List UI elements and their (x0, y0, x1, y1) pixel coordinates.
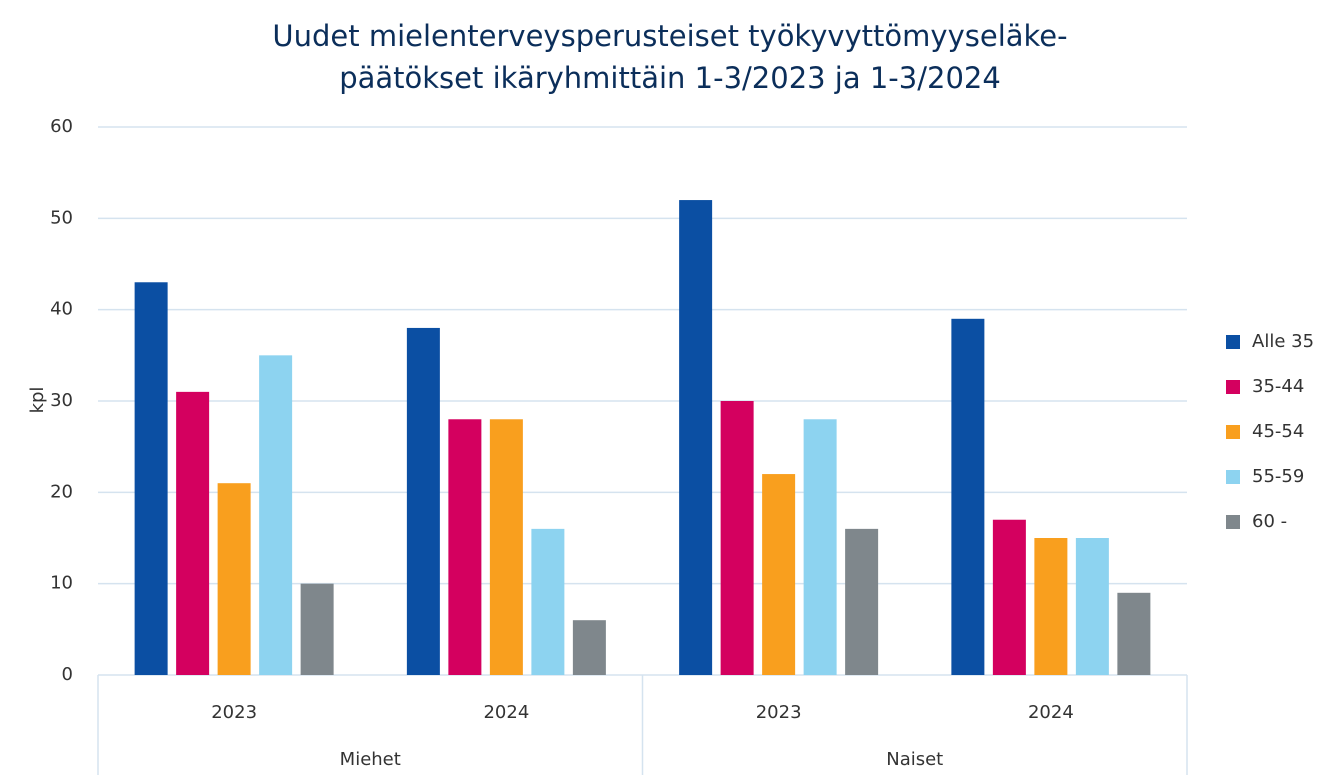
bar (1034, 538, 1068, 675)
group-label: Naiset (886, 749, 943, 770)
bar (259, 355, 293, 675)
legend-label: Alle 35 (1252, 331, 1314, 352)
bar (134, 282, 168, 675)
bar (1075, 538, 1109, 675)
y-tick-label: 0 (62, 664, 73, 685)
legend-label: 60 - (1252, 511, 1287, 532)
bar (572, 620, 606, 675)
y-axis-title: kpl (27, 387, 48, 414)
y-tick-label: 50 (50, 207, 73, 228)
legend-swatch (1226, 470, 1240, 484)
y-tick-label: 30 (50, 390, 73, 411)
bar (762, 474, 796, 675)
bar (951, 318, 985, 675)
y-tick-label: 60 (50, 116, 73, 137)
legend-label: 45-54 (1252, 421, 1304, 442)
bar (803, 419, 837, 675)
bar (992, 519, 1026, 675)
x-tick-label: 2024 (1028, 702, 1074, 723)
group-label: Miehet (340, 749, 401, 770)
bar (845, 528, 879, 675)
x-tick-label: 2023 (211, 702, 257, 723)
x-tick-label: 2024 (483, 702, 529, 723)
bar (720, 401, 754, 675)
bar (217, 483, 251, 675)
y-tick-label: 10 (50, 573, 73, 594)
bar (531, 528, 565, 675)
bar (406, 327, 440, 675)
legend-swatch (1226, 380, 1240, 394)
x-tick-label: 2023 (756, 702, 802, 723)
bar (1117, 592, 1151, 675)
bar (679, 200, 713, 676)
bar (489, 419, 523, 675)
y-tick-label: 40 (50, 299, 73, 320)
chart-title: päätökset ikäryhmittäin 1-3/2023 ja 1-3/… (339, 61, 1001, 95)
bar (176, 391, 210, 675)
legend-swatch (1226, 515, 1240, 529)
legend-swatch (1226, 425, 1240, 439)
bar (300, 583, 334, 675)
bar (448, 419, 482, 675)
legend-label: 55-59 (1252, 466, 1304, 487)
legend-swatch (1226, 335, 1240, 349)
y-tick-label: 20 (50, 481, 73, 502)
legend-label: 35-44 (1252, 376, 1304, 397)
chart-title: Uudet mielenterveysperusteiset työkyvytt… (272, 19, 1067, 53)
